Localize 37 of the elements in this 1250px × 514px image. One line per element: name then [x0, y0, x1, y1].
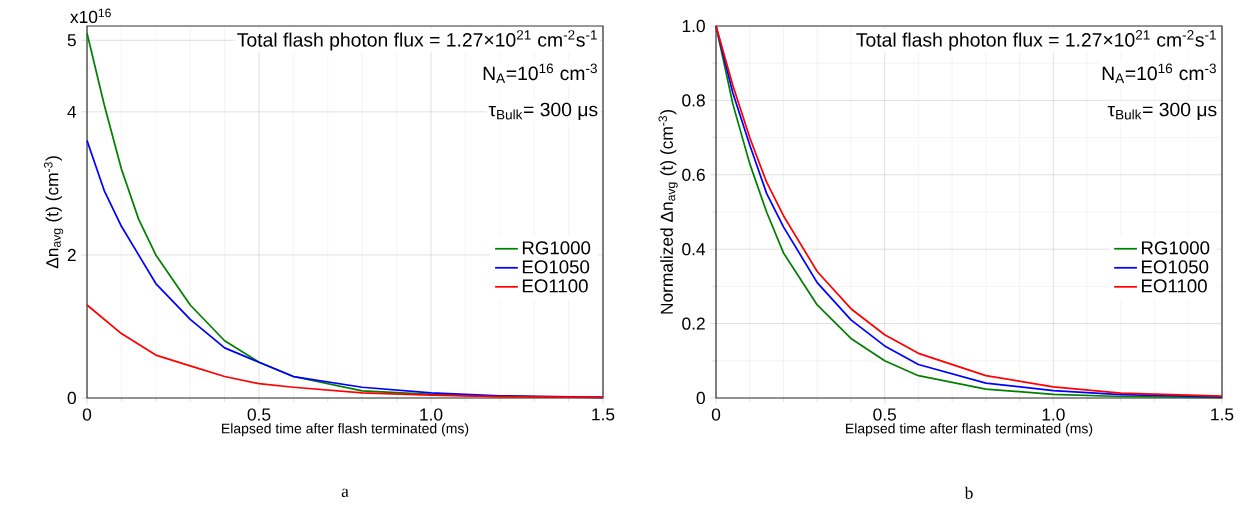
annotation: Total flash photon flux = 1.27×10$^{21}$ cm$^{-2}$s$^{-1}$ [237, 30, 597, 51]
x-axis-title: Elapsed time after flash terminated (ms) [846, 423, 1093, 437]
annotation: τ$_{Bulk}$= 300 μs [1107, 102, 1217, 120]
y-tick-label: 0.8 [682, 94, 705, 107]
legend-label: RG1000 [522, 241, 591, 255]
legend-label: EO1050 [1142, 260, 1209, 274]
y-tick-label: 0.4 [682, 243, 706, 256]
y-axis-title: Normalized Δn$_{avg}$ (t) (cm$^{-3}$) [658, 110, 678, 314]
y-tick-label: 1.0 [682, 19, 705, 33]
y-tick-label: 0.2 [682, 317, 705, 330]
legend-label: EO1100 [1142, 279, 1207, 293]
x-tick-label: 1.5 [1211, 408, 1234, 421]
annotation: τ$_{Bulk}$= 300 μs [488, 102, 598, 120]
annotation: N$_{A}$=10$^{16}$ cm$^{-3}$ [1102, 63, 1216, 83]
y-tick-label: 5 [67, 34, 76, 47]
annotation: N$_{A}$=10$^{16}$ cm$^{-3}$ [483, 63, 597, 83]
x-tick-label: 1.0 [420, 408, 443, 421]
y-tick-label: 0 [67, 391, 76, 405]
x-tick-label: 1.5 [592, 408, 615, 421]
y-axis-title: Δn$_{avg}$ (t) (cm$^{-3}$) [43, 156, 64, 269]
x-axis-title: Elapsed time after flash terminated (ms) [222, 423, 469, 437]
x-tick-label: 0 [82, 408, 92, 421]
x-tick-label: 0.5 [247, 408, 271, 421]
text: b [964, 486, 973, 499]
y-tick-label: 2 [67, 248, 76, 261]
y-tick-label: 0.6 [682, 168, 705, 181]
text: a [341, 488, 349, 497]
x-tick-label: 0.5 [873, 408, 896, 421]
legend-label: EO1050 [522, 260, 590, 274]
text: x10$^{16}$ [70, 8, 111, 24]
legend-label: RG1000 [1142, 241, 1210, 255]
x-tick-label: 1.0 [1042, 408, 1065, 421]
annotation: Total flash photon flux = 1.27×10$^{21}$ cm$^{-2}$s$^{-1}$ [856, 30, 1216, 51]
y-tick-label: 4 [67, 105, 77, 118]
x-tick-label: 0 [711, 408, 721, 421]
y-tick-label: 0 [696, 391, 705, 405]
legend-label: EO1100 [522, 279, 588, 293]
